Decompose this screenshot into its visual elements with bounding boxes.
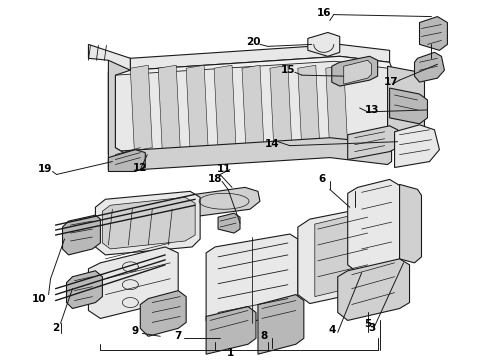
Text: 16: 16	[317, 8, 331, 18]
Polygon shape	[186, 65, 208, 150]
Text: 12: 12	[133, 162, 147, 172]
Polygon shape	[343, 60, 371, 84]
Text: 5: 5	[364, 319, 371, 329]
Text: 1: 1	[226, 348, 234, 358]
Polygon shape	[298, 207, 382, 303]
Polygon shape	[206, 234, 298, 328]
Polygon shape	[108, 58, 130, 170]
Polygon shape	[67, 271, 102, 309]
Text: 19: 19	[37, 165, 52, 175]
Polygon shape	[326, 65, 348, 150]
Polygon shape	[308, 32, 340, 56]
Polygon shape	[348, 179, 399, 273]
Polygon shape	[108, 138, 392, 171]
Polygon shape	[388, 66, 424, 138]
Polygon shape	[332, 56, 378, 86]
Text: 13: 13	[365, 105, 379, 115]
Polygon shape	[130, 65, 152, 150]
Text: 14: 14	[265, 139, 279, 149]
Polygon shape	[63, 215, 100, 255]
Polygon shape	[89, 247, 178, 319]
Text: 2: 2	[52, 323, 59, 333]
Polygon shape	[140, 291, 186, 336]
Polygon shape	[298, 65, 320, 150]
Text: 7: 7	[174, 331, 182, 341]
Polygon shape	[214, 65, 236, 150]
Text: 9: 9	[132, 327, 139, 336]
Polygon shape	[242, 65, 264, 150]
Text: 3: 3	[368, 323, 375, 333]
Polygon shape	[390, 88, 427, 124]
Text: 18: 18	[208, 175, 222, 184]
Polygon shape	[258, 294, 304, 354]
Polygon shape	[315, 212, 375, 297]
Polygon shape	[394, 125, 440, 167]
Polygon shape	[188, 187, 260, 216]
Text: 6: 6	[318, 175, 325, 184]
Polygon shape	[338, 259, 410, 320]
Polygon shape	[110, 44, 390, 72]
Polygon shape	[102, 197, 195, 249]
Polygon shape	[96, 192, 200, 255]
Text: 11: 11	[217, 165, 231, 175]
Polygon shape	[399, 184, 421, 263]
Polygon shape	[108, 56, 394, 162]
Polygon shape	[415, 52, 444, 82]
Text: 17: 17	[384, 77, 399, 87]
Polygon shape	[206, 306, 256, 354]
Polygon shape	[158, 65, 180, 150]
Text: 15: 15	[281, 65, 295, 75]
Polygon shape	[115, 61, 388, 154]
Polygon shape	[218, 213, 240, 233]
Polygon shape	[419, 17, 447, 50]
Polygon shape	[348, 126, 397, 159]
Text: 4: 4	[328, 325, 336, 336]
Text: 8: 8	[260, 331, 268, 341]
Polygon shape	[89, 44, 130, 70]
Polygon shape	[108, 150, 145, 171]
Text: 10: 10	[31, 293, 46, 303]
Text: 20: 20	[245, 37, 260, 48]
Polygon shape	[270, 65, 292, 150]
